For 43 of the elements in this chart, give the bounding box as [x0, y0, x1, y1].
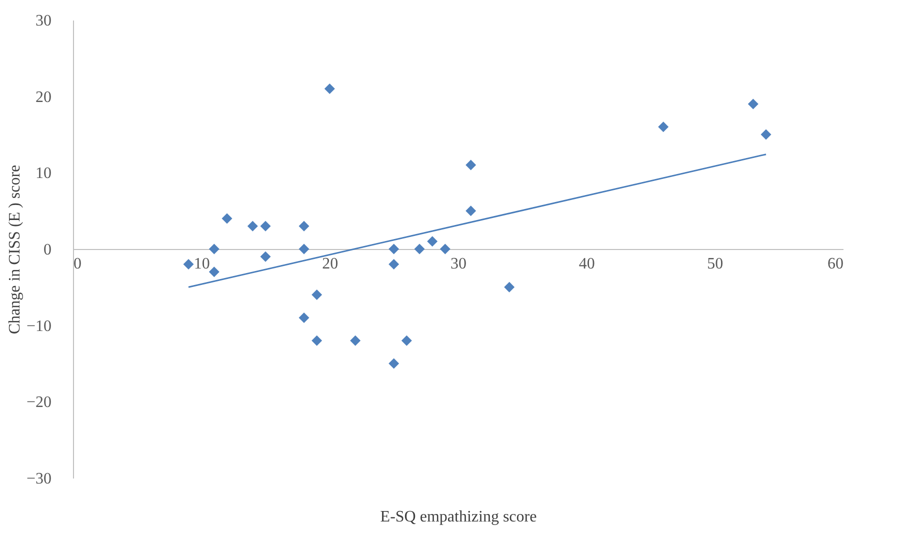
point — [298, 244, 310, 254]
y-tick-label: 10 — [36, 165, 52, 182]
x-tick-label: 40 — [578, 256, 595, 272]
x-tick-label: 10 — [194, 256, 210, 272]
point — [388, 358, 400, 369]
point — [222, 213, 232, 224]
x-tick-label: 0 — [74, 256, 82, 272]
point — [388, 244, 400, 254]
point — [350, 335, 361, 346]
x-tick-label: 60 — [828, 256, 844, 272]
point — [401, 335, 412, 346]
y-tick-label: 0 — [44, 242, 52, 258]
point — [466, 206, 476, 216]
point — [298, 312, 310, 323]
point — [658, 122, 669, 132]
point — [247, 220, 258, 232]
y-tick-label: 20 — [36, 88, 52, 106]
y-tick-label: −20 — [26, 394, 52, 412]
point — [466, 160, 476, 170]
point — [208, 266, 220, 278]
point — [324, 83, 335, 94]
x-tick-label: 30 — [450, 256, 466, 272]
point — [298, 220, 310, 232]
point — [504, 282, 515, 292]
x-axis-title: E-SQ empathizing score — [380, 508, 537, 526]
point — [427, 236, 438, 247]
y-tick-label: −30 — [26, 470, 52, 488]
point — [748, 98, 758, 110]
point — [208, 244, 220, 254]
point — [183, 259, 194, 270]
x-tick-label: 20 — [322, 256, 338, 272]
point — [312, 290, 322, 300]
point — [760, 129, 772, 140]
point — [440, 244, 450, 254]
y-axis-title: Change in CISS (E ) score — [6, 164, 24, 334]
point — [414, 244, 425, 254]
y-tick-label: −10 — [26, 318, 52, 335]
point — [388, 259, 400, 270]
x-tick-label: 50 — [707, 256, 724, 272]
y-tick-label: 30 — [36, 12, 52, 30]
point — [260, 220, 271, 232]
point — [260, 251, 271, 262]
point — [312, 335, 322, 346]
